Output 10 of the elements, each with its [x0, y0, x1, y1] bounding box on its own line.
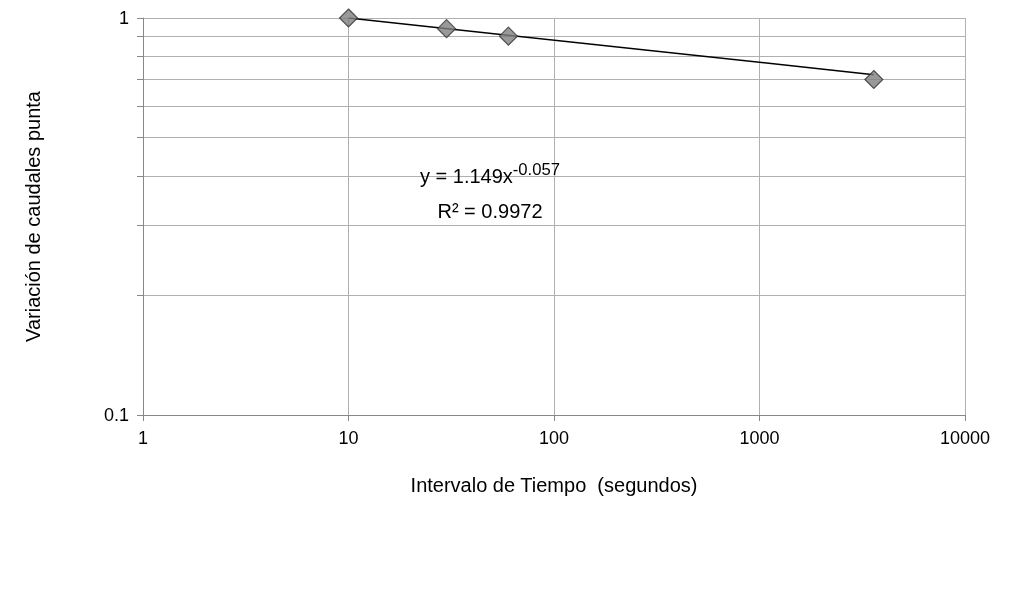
x-tick-label: 10000	[939, 428, 991, 448]
x-tick-label: 10	[338, 428, 359, 448]
x-axis-title: Intervalo de Tiempo (segundos)	[410, 474, 698, 496]
y-tick-label: 0.1	[103, 405, 129, 425]
annotation: y = 1.149x$^{-0.057}$	[419, 160, 561, 188]
x-tick-label: 100	[538, 428, 570, 448]
y-axis-title: Variación de caudales punta	[22, 90, 44, 342]
annotation: R² = 0.9972	[437, 200, 543, 223]
x-tick-label: 1	[137, 428, 149, 448]
x-tick-label: 1000	[739, 428, 780, 448]
